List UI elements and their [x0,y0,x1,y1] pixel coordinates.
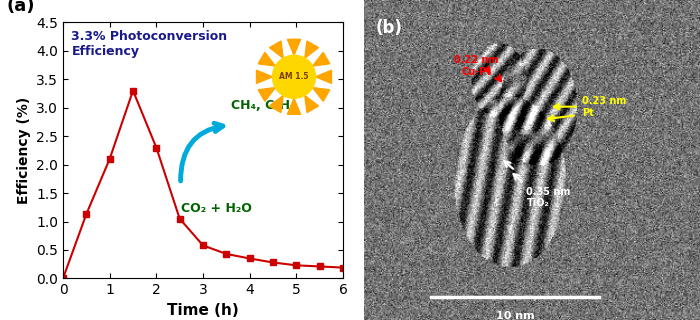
Text: 0.23 nm
Pt: 0.23 nm Pt [582,96,626,117]
Polygon shape [288,39,300,55]
Polygon shape [316,70,332,84]
Polygon shape [304,41,318,58]
Text: 0.35 nm
TiO₂: 0.35 nm TiO₂ [526,187,570,208]
X-axis label: Time (h): Time (h) [167,303,239,318]
Text: 10 nm: 10 nm [496,311,535,320]
Polygon shape [256,70,272,84]
Text: (b): (b) [375,19,402,37]
Polygon shape [258,52,275,66]
Text: (a): (a) [7,0,36,15]
Text: CH₄, C₂H₆: CH₄, C₂H₆ [231,99,295,112]
Text: CO₂ + H₂O: CO₂ + H₂O [181,202,251,215]
Polygon shape [313,88,330,101]
Text: 3.3% Photoconversion
Efficiency: 3.3% Photoconversion Efficiency [71,30,228,58]
Y-axis label: Efficiency (%): Efficiency (%) [17,97,31,204]
Polygon shape [288,98,300,114]
Polygon shape [270,41,284,58]
Text: AM 1.5: AM 1.5 [279,72,309,81]
Polygon shape [270,95,284,113]
Polygon shape [304,95,318,113]
Circle shape [272,55,316,98]
Text: 0.22 nm
Cu-Pt: 0.22 nm Cu-Pt [454,55,498,77]
Polygon shape [313,52,330,66]
Polygon shape [258,88,275,101]
